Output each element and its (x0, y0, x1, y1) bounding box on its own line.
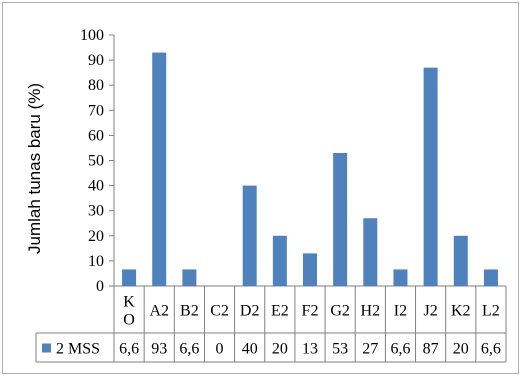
data-table-value: 6,6 (481, 341, 501, 358)
category-label: J2 (423, 303, 437, 320)
data-table-value: 13 (302, 341, 318, 358)
y-tick-label: 20 (88, 228, 104, 245)
bar-F2 (303, 253, 317, 286)
y-tick-label: 50 (88, 153, 104, 170)
category-label: L2 (482, 303, 500, 320)
y-tick-label: 70 (88, 102, 104, 119)
data-table-value: 93 (151, 341, 167, 358)
bar-KO (122, 269, 137, 286)
y-tick-label: 80 (88, 77, 104, 94)
category-label: I2 (394, 303, 407, 320)
bar-I2 (393, 269, 408, 286)
data-table-value: 53 (332, 341, 348, 358)
y-tick-label: 30 (88, 203, 104, 220)
data-table-value: 20 (272, 341, 288, 358)
bar-K2 (453, 235, 468, 286)
data-table-value: 6,6 (390, 341, 410, 358)
category-label: C2 (210, 303, 229, 320)
category-label: B2 (180, 303, 199, 320)
category-label: D2 (240, 303, 260, 320)
category-label: G2 (330, 303, 350, 320)
bar-D2 (242, 185, 257, 286)
bar-H2 (363, 218, 378, 286)
y-tick-label: 90 (88, 52, 104, 69)
bar-L2 (483, 269, 498, 286)
bar-J2 (423, 67, 438, 286)
category-label: K2 (451, 303, 471, 320)
data-table-value: 6,6 (179, 341, 199, 358)
category-label: F2 (302, 303, 319, 320)
bar-G2 (333, 152, 348, 286)
bar-A2 (152, 52, 167, 286)
category-label: A2 (149, 303, 169, 320)
category-label: H2 (361, 303, 381, 320)
bar-E2 (272, 235, 287, 286)
y-tick-label: 100 (80, 27, 104, 44)
y-tick-label: 40 (88, 178, 104, 195)
y-tick-label: 0 (96, 278, 104, 295)
y-tick-label: 60 (88, 127, 104, 144)
y-tick-label: 10 (88, 253, 104, 270)
legend-label: 2 MSS (56, 341, 100, 358)
data-table-value: 40 (242, 341, 258, 358)
data-table-value: 87 (423, 341, 439, 358)
category-label: E2 (271, 303, 289, 320)
data-table-value: 20 (453, 341, 469, 358)
data-table-value: 27 (362, 341, 378, 358)
y-axis-label: Jumlah tunas baru (%) (25, 83, 44, 254)
legend-key (42, 343, 51, 353)
data-table-value: 6,6 (119, 341, 139, 358)
bar-B2 (182, 269, 197, 286)
data-table-value: 0 (216, 341, 224, 358)
